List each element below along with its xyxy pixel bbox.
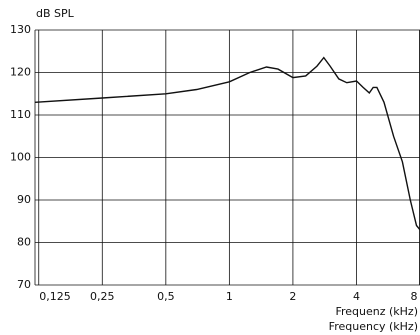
x-tick-label: 4 bbox=[353, 290, 360, 303]
x-axis-label-en: Frequency (kHz) bbox=[329, 320, 418, 333]
y-tick-label: 80 bbox=[17, 236, 31, 249]
response-curve bbox=[34, 56, 420, 231]
x-tick-label: 2 bbox=[289, 290, 296, 303]
y-tick-label: 90 bbox=[17, 193, 31, 206]
x-axis-label: Frequenz (kHz) bbox=[335, 305, 418, 318]
y-tick-label: 100 bbox=[10, 151, 31, 164]
x-tick-label: 8 bbox=[411, 290, 418, 303]
x-tick-label: 0,125 bbox=[39, 290, 71, 303]
y-tick-label: 130 bbox=[10, 23, 31, 36]
y-tick-label: 70 bbox=[17, 278, 31, 291]
y-tick-label: 120 bbox=[10, 66, 31, 79]
y-axis-label: dB SPL bbox=[36, 7, 75, 20]
x-tick-label: 1 bbox=[226, 290, 233, 303]
y-tick-label: 110 bbox=[10, 108, 31, 121]
x-tick-label: 0,25 bbox=[90, 290, 115, 303]
x-tick-label: 0,5 bbox=[157, 290, 175, 303]
